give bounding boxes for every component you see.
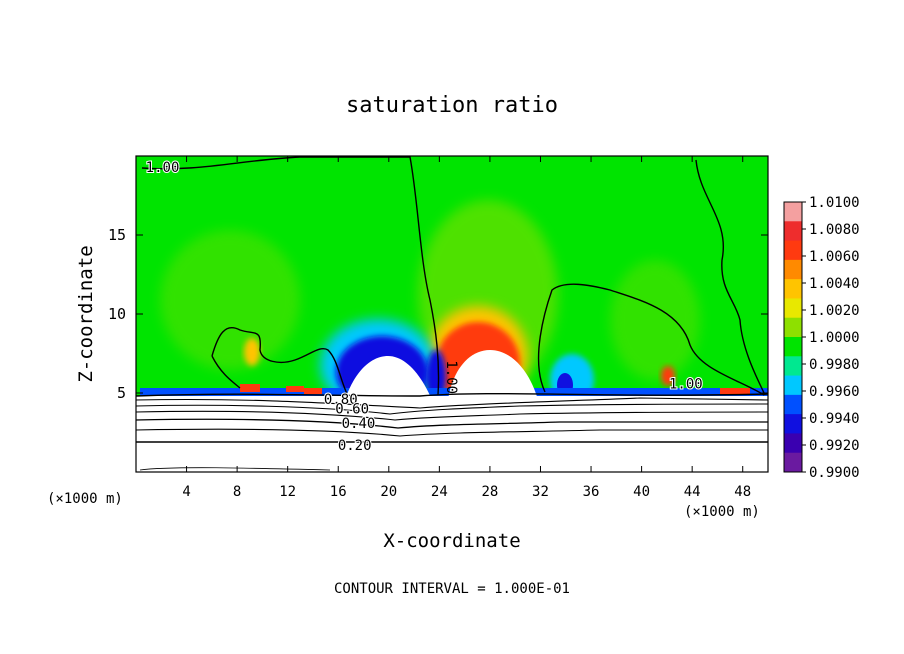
- contour-label: 1.00: [146, 160, 180, 176]
- contour-interval-note: CONTOUR INTERVAL = 1.000E-01: [334, 581, 570, 597]
- x-tick-label: 4: [182, 484, 190, 500]
- contour-line-top: [141, 156, 440, 396]
- colorbar-label: 1.0020: [809, 303, 860, 319]
- contour-lines: [136, 156, 768, 471]
- colorbar-swatch: [784, 452, 802, 473]
- colorbar-label: 0.9960: [809, 384, 860, 400]
- colorbar-swatch: [784, 394, 802, 415]
- x-tick-label: 32: [532, 484, 549, 500]
- colorbar-swatch: [784, 279, 802, 299]
- colorbar-label: 1.0080: [809, 222, 860, 238]
- x-tick-label: 40: [633, 484, 650, 500]
- colorbar-swatch: [784, 317, 802, 338]
- y-axis: 5 10 15: [108, 226, 768, 402]
- contour-label: 0.60: [335, 402, 369, 418]
- colorbar-label: 1.0000: [809, 330, 860, 346]
- contour-line-1-00-right: [695, 159, 766, 396]
- x-tick-label: 28: [481, 484, 498, 500]
- colorbar-swatch: [784, 298, 802, 319]
- colorbar-swatch: [784, 240, 802, 261]
- x-unit-right: (×1000 m): [684, 504, 760, 520]
- contour-label: 0.80: [324, 392, 358, 408]
- colorbar-label: 0.9900: [809, 465, 860, 481]
- x-tick-label: 44: [684, 484, 701, 500]
- y-tick-label: 15: [108, 226, 126, 244]
- x-tick-label: 12: [279, 484, 296, 500]
- colorbar-swatch: [784, 202, 802, 222]
- colorbar-swatch: [784, 337, 802, 357]
- x-tick-label: 8: [233, 484, 241, 500]
- x-axis: 4 8 12 16 20 24 28 32 36 40 44 48: [182, 156, 751, 500]
- colorbar-swatch: [784, 375, 802, 396]
- contour-line-upper-left: [211, 355, 241, 389]
- colorbar-swatch: [784, 259, 802, 280]
- colorbar-swatch: [784, 356, 802, 377]
- saturation-field: [136, 156, 768, 396]
- y-axis-label: Z-coordinate: [75, 245, 97, 382]
- colorbar-label: 1.0040: [809, 276, 860, 292]
- x-tick-label: 36: [583, 484, 600, 500]
- y-tick-label: 10: [108, 305, 126, 323]
- contour-label: 1.00: [443, 360, 459, 394]
- colorbar-swatch: [784, 414, 802, 434]
- x-tick-label: 24: [431, 484, 448, 500]
- x-tick-label: 48: [734, 484, 751, 500]
- contour-label: 0.40: [342, 416, 376, 432]
- contour-line-left: [211, 327, 349, 397]
- chart-title: saturation ratio: [346, 93, 558, 118]
- colorbar-label: 1.0100: [809, 195, 860, 211]
- colorbar: 1.0100 1.0080 1.0060 1.0040 1.0020 1.0000 0.99…: [783, 195, 860, 481]
- colorbar-label: 0.9920: [809, 438, 860, 454]
- plot-area: [136, 156, 768, 472]
- colorbar-label: 0.9940: [809, 411, 860, 427]
- contour-label: 1.00: [669, 376, 703, 392]
- x-axis-label: X-coordinate: [383, 530, 520, 552]
- colorbar-label: 1.0060: [809, 249, 860, 265]
- contour-line-middle: [537, 283, 765, 396]
- colorbar-label: 0.9980: [809, 357, 860, 373]
- colorbar-swatch: [784, 221, 802, 242]
- x-tick-label: 16: [330, 484, 347, 500]
- y-tick-label: 5: [117, 384, 126, 402]
- colorbar-swatch: [784, 433, 802, 454]
- x-tick-label: 20: [380, 484, 397, 500]
- contour-label-layer: 1.00 1.00 1.00 0.800.600.40 0.20: [145, 159, 704, 455]
- contour-label: 0.20: [338, 438, 372, 454]
- x-unit-left: (×1000 m): [47, 491, 123, 507]
